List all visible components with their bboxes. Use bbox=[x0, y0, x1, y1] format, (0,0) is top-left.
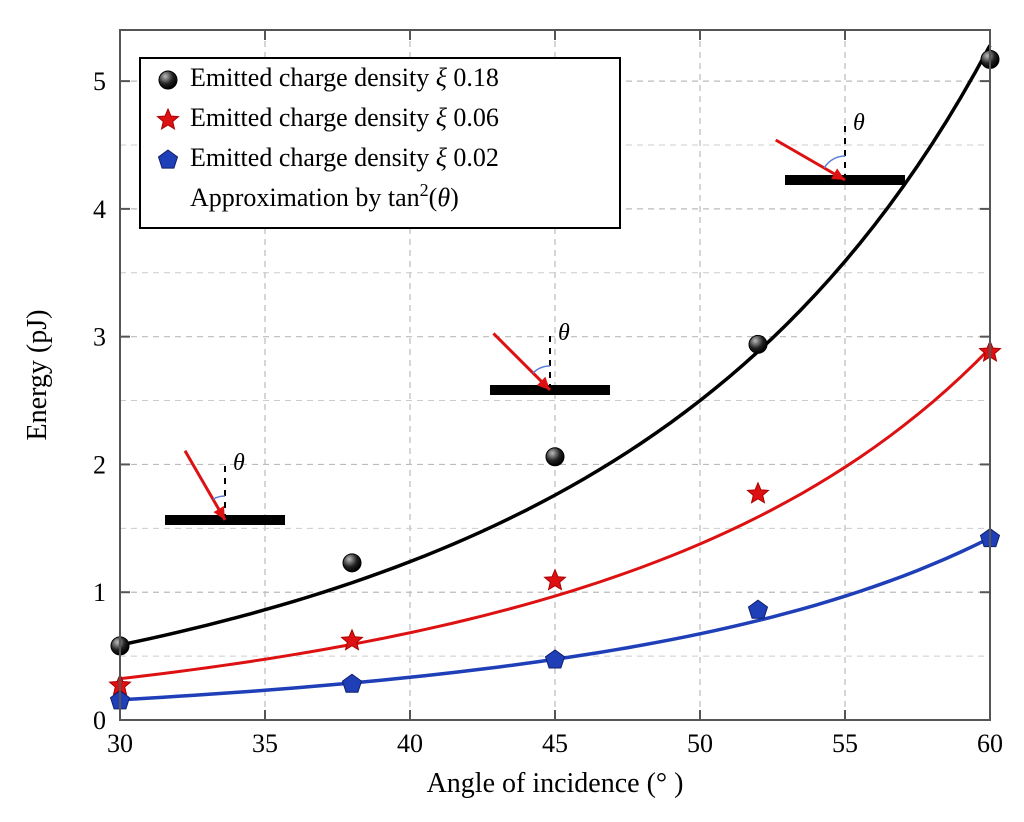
ytick-label: 2 bbox=[93, 450, 106, 479]
xtick-label: 30 bbox=[107, 729, 133, 758]
legend: Emitted charge density ξ 0.18 Emitted cha… bbox=[140, 58, 620, 228]
theta-label: θ bbox=[558, 320, 570, 346]
xtick-label: 55 bbox=[832, 729, 858, 758]
legend-label-xi-0.06: Emitted charge density ξ 0.06 bbox=[190, 103, 499, 132]
legend-label-xi-0.02: Emitted charge density ξ 0.02 bbox=[190, 143, 499, 172]
ytick-label: 1 bbox=[93, 578, 106, 607]
chart-svg: 30354045505560012345Angle of incidence (… bbox=[0, 0, 1024, 822]
theta-label: θ bbox=[233, 450, 245, 476]
xtick-label: 50 bbox=[687, 729, 713, 758]
xtick-label: 35 bbox=[252, 729, 278, 758]
ytick-label: 5 bbox=[93, 67, 106, 96]
y-axis-label: Energy (pJ) bbox=[22, 310, 53, 441]
ytick-label: 0 bbox=[93, 706, 106, 735]
energy-vs-angle-chart: 30354045505560012345Angle of incidence (… bbox=[0, 0, 1024, 822]
ytick-label: 4 bbox=[93, 195, 106, 224]
ytick-label: 3 bbox=[93, 323, 106, 352]
xtick-label: 60 bbox=[977, 729, 1003, 758]
xtick-label: 45 bbox=[542, 729, 568, 758]
legend-label-xi-0.18: Emitted charge density ξ 0.18 bbox=[190, 63, 499, 92]
x-axis-label: Angle of incidence (° ) bbox=[427, 768, 684, 799]
xtick-label: 40 bbox=[397, 729, 423, 758]
theta-label: θ bbox=[853, 110, 865, 136]
legend-approx-label: Approximation by tan2(θ) bbox=[190, 180, 459, 212]
